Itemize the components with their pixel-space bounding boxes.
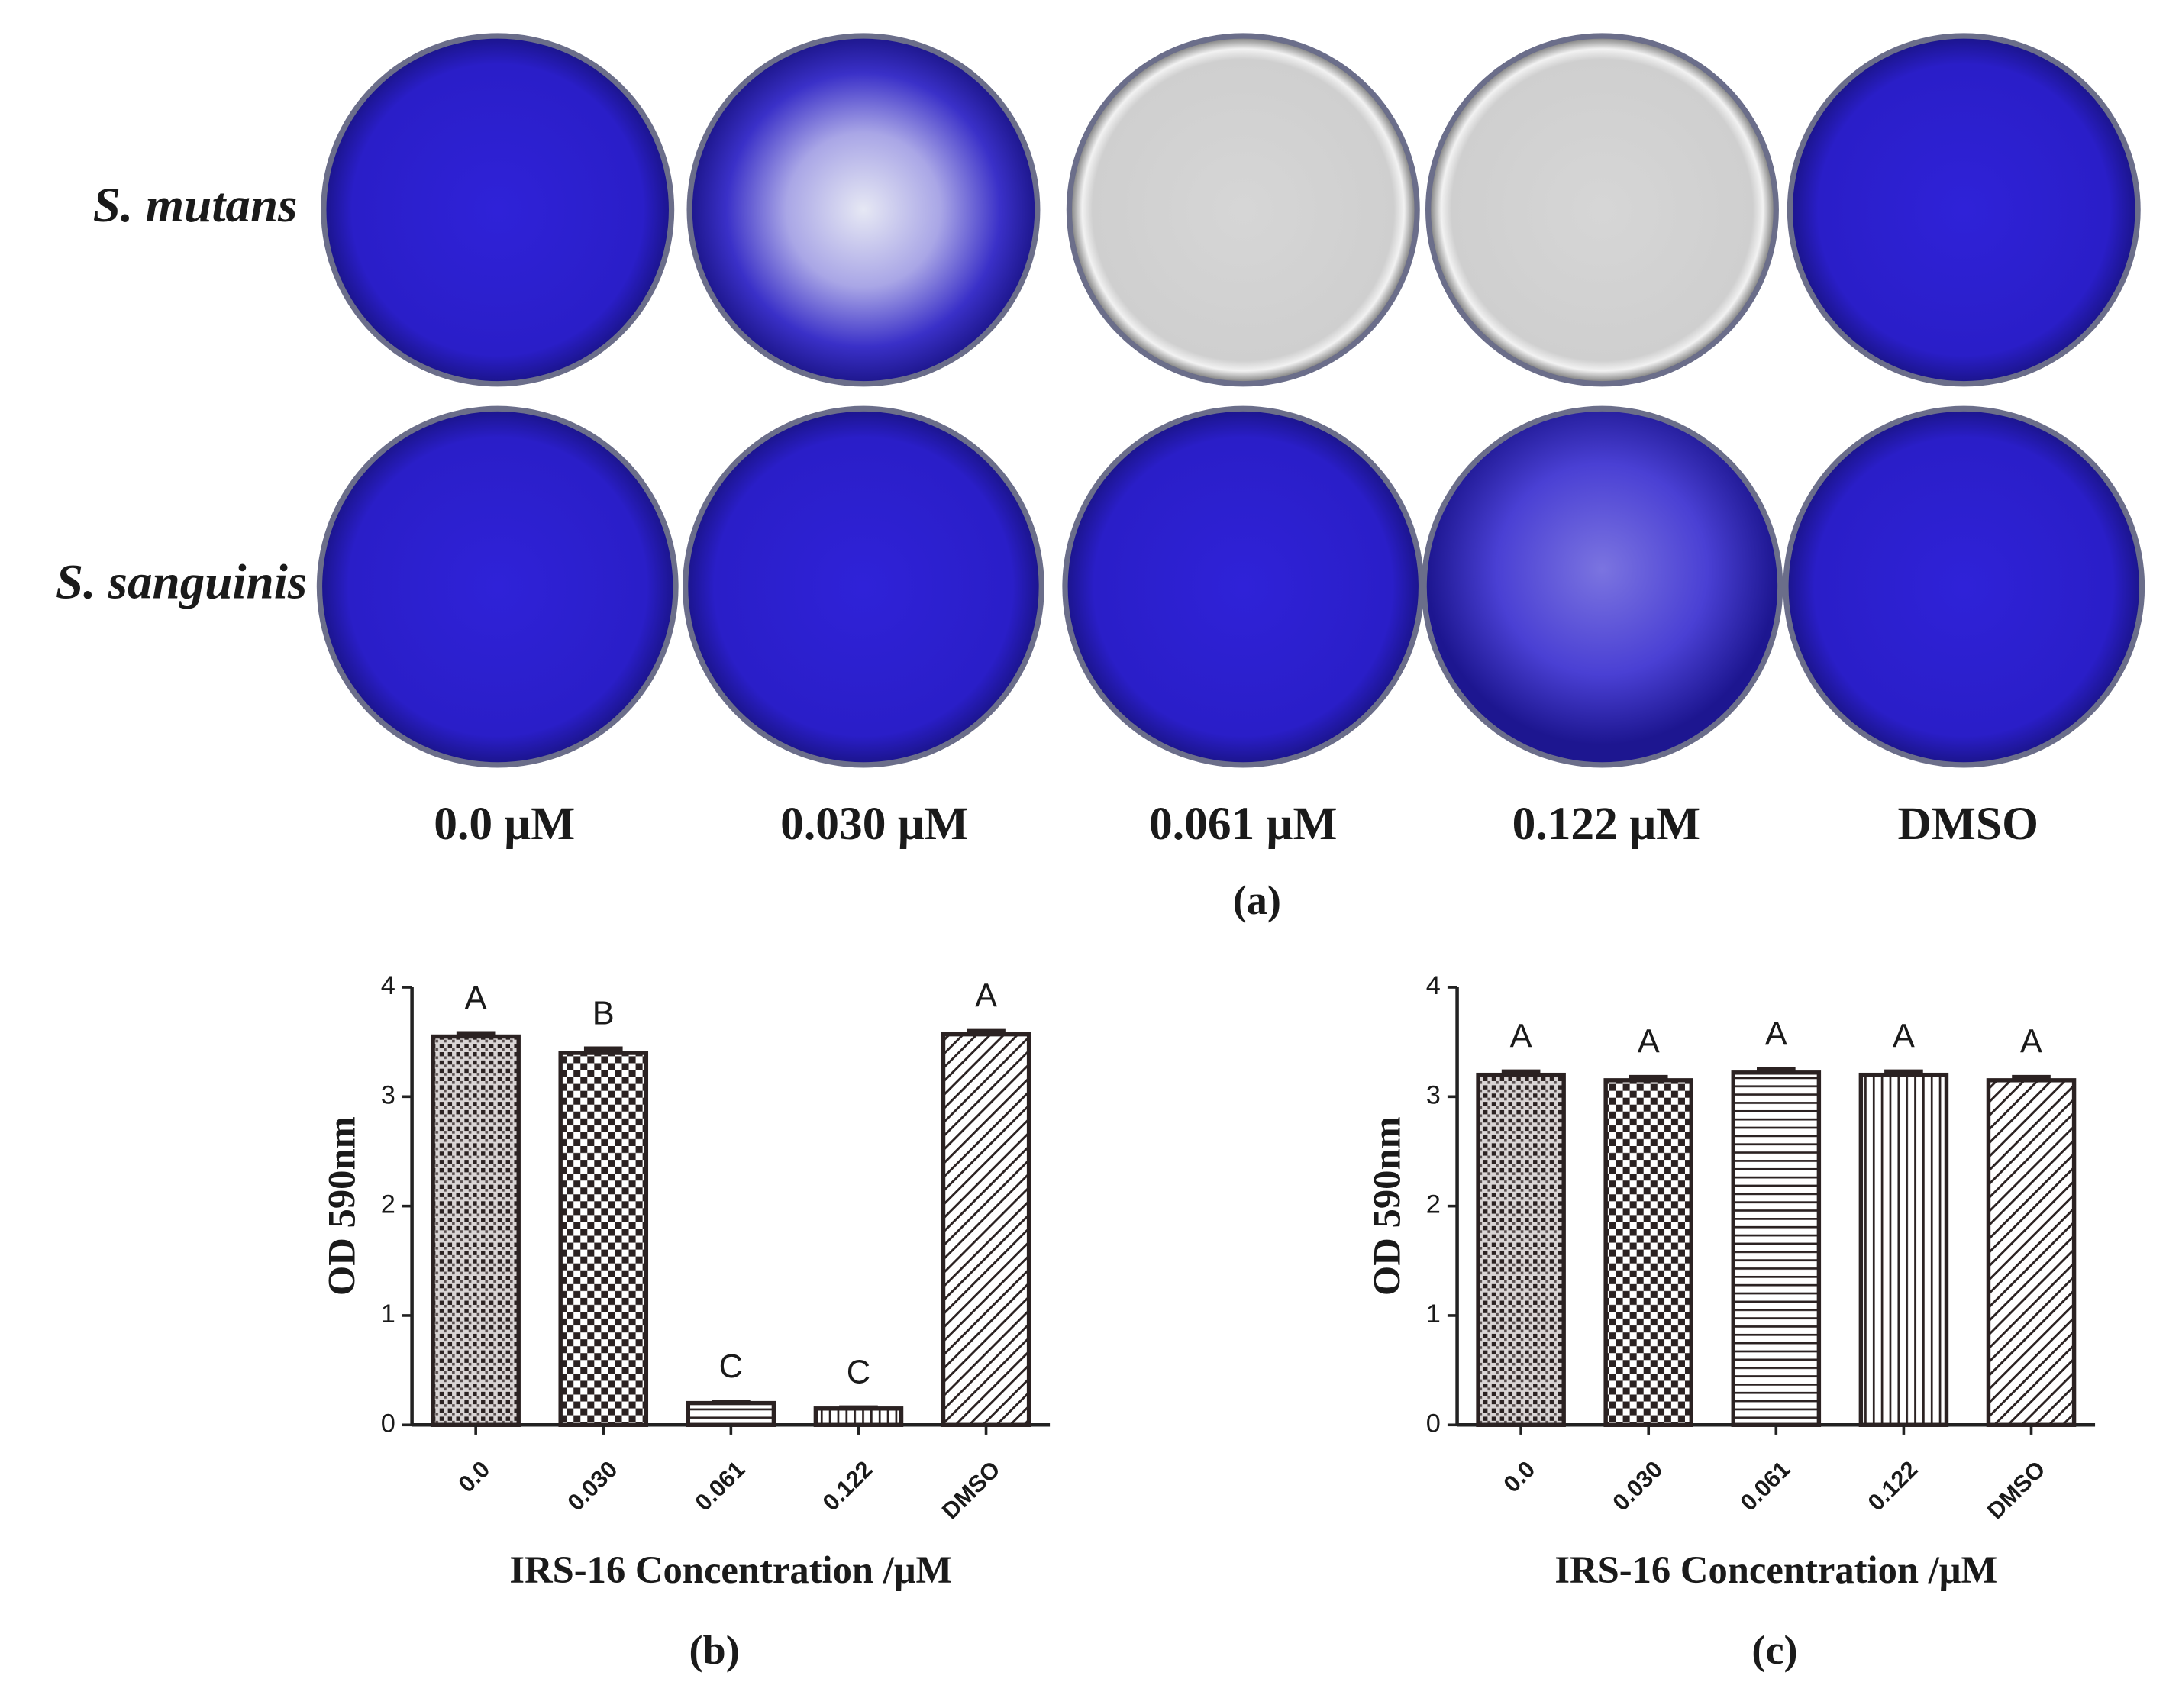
dish: [1793, 38, 2135, 382]
row-label: S. mutans: [93, 178, 298, 233]
x-tick-label: 0.061: [689, 1455, 750, 1516]
dish: [688, 411, 1039, 763]
annotation: A: [1638, 1024, 1660, 1061]
bar: [686, 1400, 776, 1427]
dish: [322, 411, 673, 763]
annotation: A: [465, 980, 487, 1016]
column-label: 0.030 μM: [780, 798, 969, 850]
y-axis-label: OD 590nm: [1365, 1116, 1408, 1296]
y-tick-label: 1: [1426, 1300, 1441, 1329]
annotation: A: [1765, 1016, 1787, 1053]
column-label: DMSO: [1897, 798, 2038, 850]
bar: [941, 1032, 1031, 1427]
column-label: 0.122 μM: [1512, 798, 1701, 850]
dish: [692, 38, 1035, 382]
bar: [1986, 1078, 2077, 1427]
x-tick-label: 0.122: [1862, 1455, 1922, 1516]
x-tick-label: 0.030: [1607, 1455, 1667, 1516]
panel-caption: (c): [1751, 1627, 1797, 1673]
row-label: S. sanguinis: [56, 555, 307, 610]
y-tick-label: 0: [381, 1409, 395, 1438]
x-tick-label: 0.030: [562, 1455, 622, 1516]
bar: [431, 1034, 521, 1427]
bar: [813, 1406, 904, 1427]
x-tick-label: 0.0: [453, 1455, 495, 1497]
y-tick-label: 3: [381, 1080, 395, 1109]
x-tick-label: 0.122: [817, 1455, 877, 1516]
bar: [1731, 1070, 1822, 1427]
panel-caption: (b): [689, 1627, 739, 1673]
y-tick-label: 4: [381, 971, 395, 1000]
x-axis-label: IRS-16 Concentration /μM: [1554, 1548, 1997, 1591]
y-tick-label: 4: [1426, 971, 1441, 1000]
bar: [1858, 1072, 1949, 1427]
dish: [1431, 38, 1774, 382]
column-label: 0.061 μM: [1149, 798, 1338, 850]
y-axis-label: OD 590nm: [320, 1116, 363, 1296]
annotation: A: [1510, 1018, 1532, 1054]
x-tick-label: 0.061: [1735, 1455, 1795, 1516]
x-axis-label: IRS-16 Concentration /μM: [509, 1548, 952, 1591]
dish: [1067, 411, 1419, 763]
annotation: A: [975, 977, 997, 1014]
annotation: C: [847, 1354, 870, 1390]
bar: [558, 1051, 649, 1427]
y-tick-label: 3: [1426, 1080, 1441, 1109]
bar: [1476, 1072, 1566, 1427]
x-tick-label: 0.0: [1498, 1455, 1540, 1497]
y-tick-label: 2: [381, 1190, 395, 1219]
panel-caption: (a): [1233, 877, 1281, 923]
dish: [1788, 411, 2139, 763]
annotation: A: [1893, 1018, 1915, 1054]
x-tick-label: DMSO: [937, 1455, 1006, 1524]
annotation: A: [2020, 1024, 2042, 1061]
x-tick-label: DMSO: [1982, 1455, 2051, 1524]
y-tick-label: 1: [381, 1300, 395, 1329]
column-label: 0.0 μM: [434, 798, 575, 850]
dish: [1426, 411, 1778, 763]
y-tick-label: 2: [1426, 1190, 1441, 1219]
annotation: C: [719, 1348, 743, 1385]
dish: [326, 38, 669, 382]
bar: [1603, 1078, 1693, 1427]
y-tick-label: 0: [1426, 1409, 1441, 1438]
annotation: B: [592, 995, 615, 1032]
dish: [1072, 38, 1415, 382]
